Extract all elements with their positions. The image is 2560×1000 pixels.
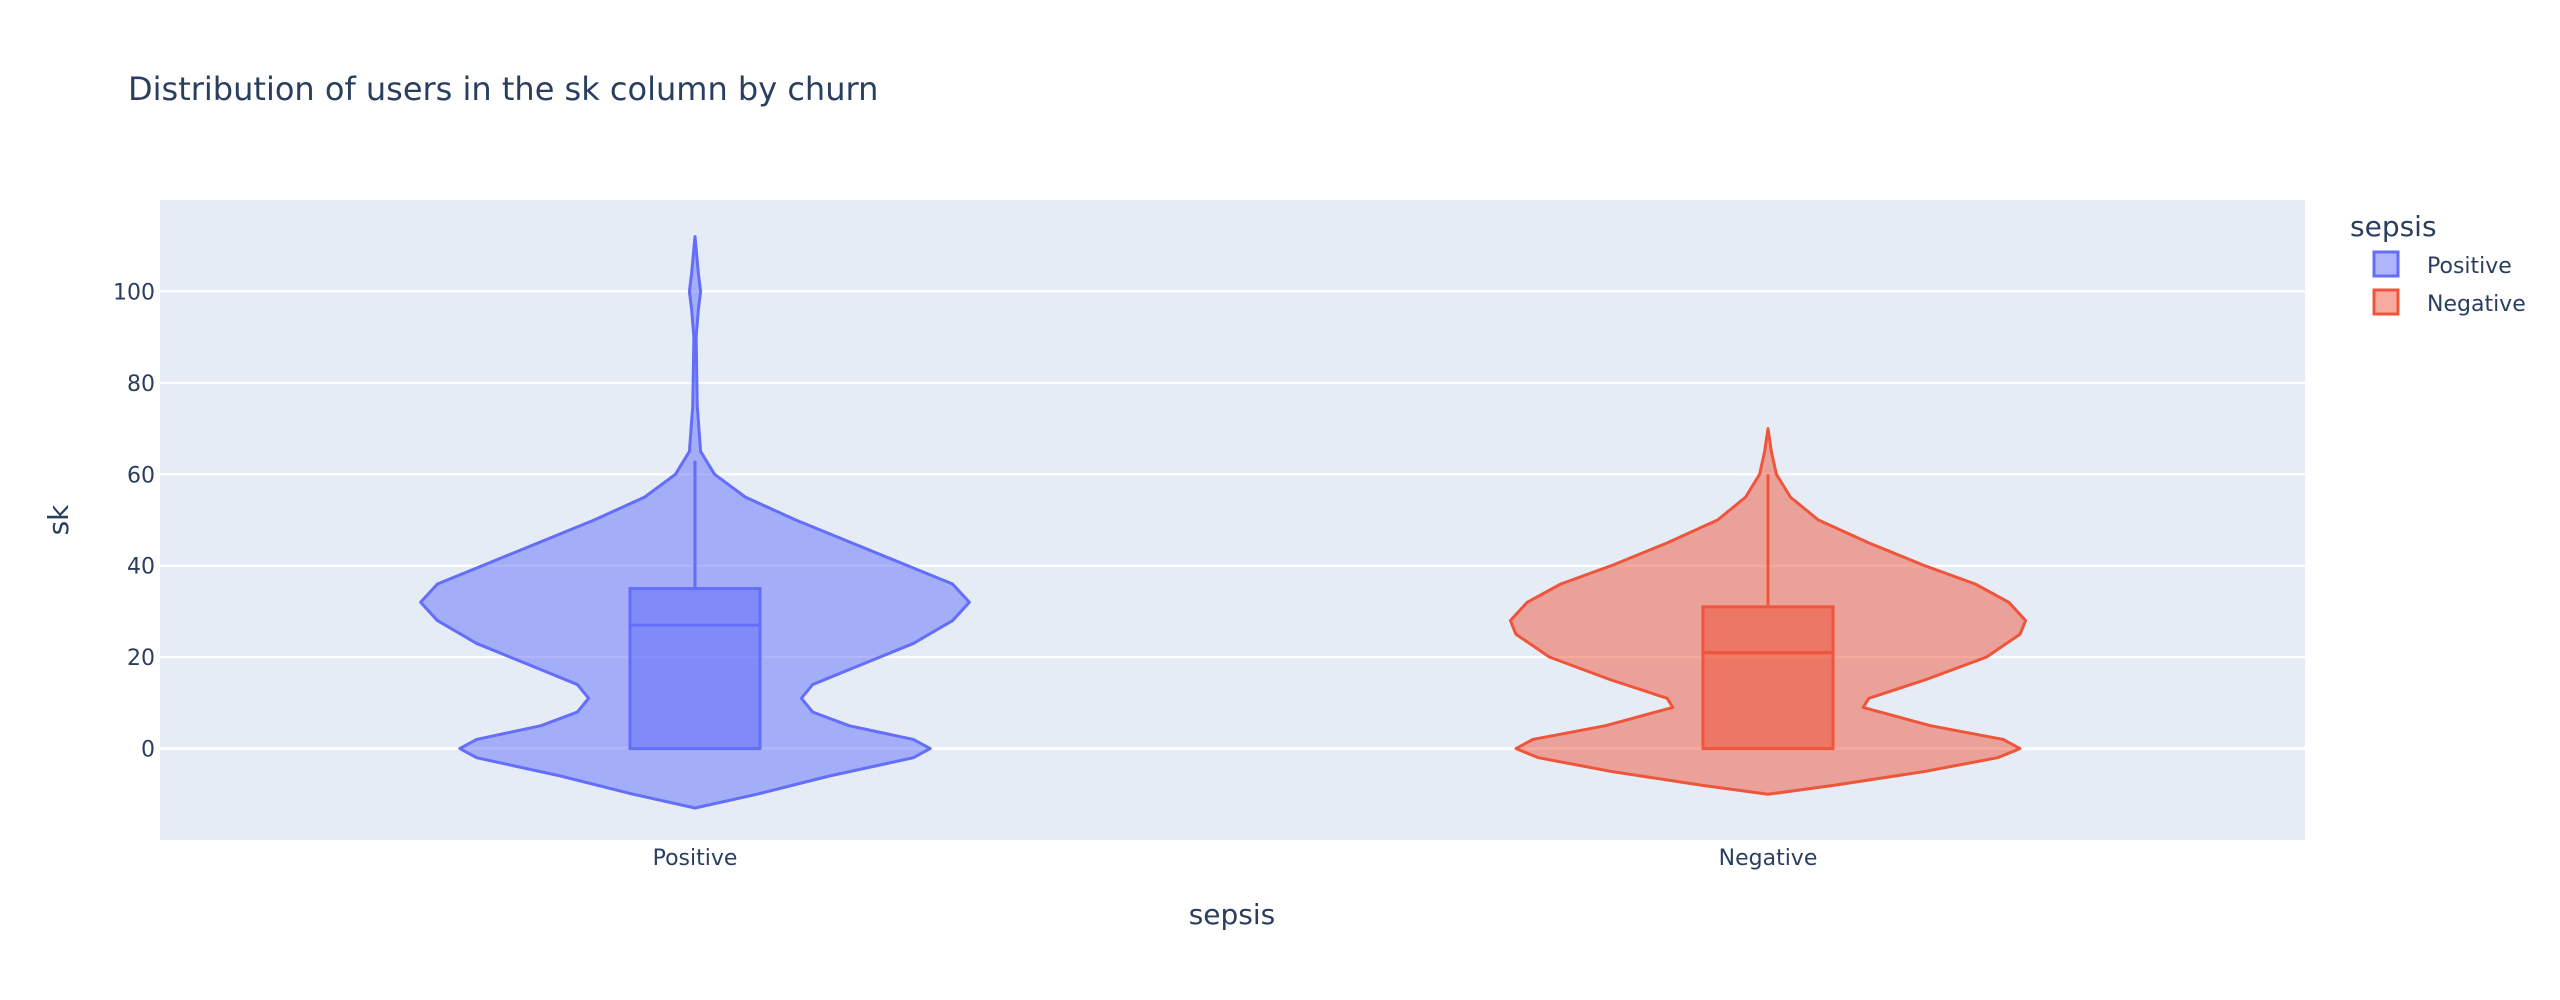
- y-axis-title: sk: [42, 504, 75, 536]
- y-tick-label: 60: [127, 463, 155, 488]
- negative-box: [1701, 605, 1835, 751]
- legend-title: sepsis: [2350, 210, 2437, 243]
- y-tick-label: 40: [127, 555, 155, 580]
- x-axis-title: sepsis: [1189, 898, 1276, 931]
- y-tick-label: 80: [127, 372, 155, 397]
- x-tick-label: Negative: [1719, 846, 1818, 871]
- positive-box: [628, 587, 762, 751]
- legend-label-positive: Positive: [2427, 254, 2512, 279]
- chart-title: Distribution of users in the sk column b…: [128, 70, 878, 108]
- y-tick-label: 100: [113, 280, 155, 305]
- legend-label-negative: Negative: [2427, 292, 2526, 317]
- legend-swatch-positive: [2372, 250, 2400, 278]
- y-tick-label: 20: [127, 646, 155, 671]
- x-tick-label: Positive: [653, 846, 738, 871]
- legend-swatch-negative: [2372, 288, 2400, 316]
- y-tick-label: 0: [141, 738, 155, 763]
